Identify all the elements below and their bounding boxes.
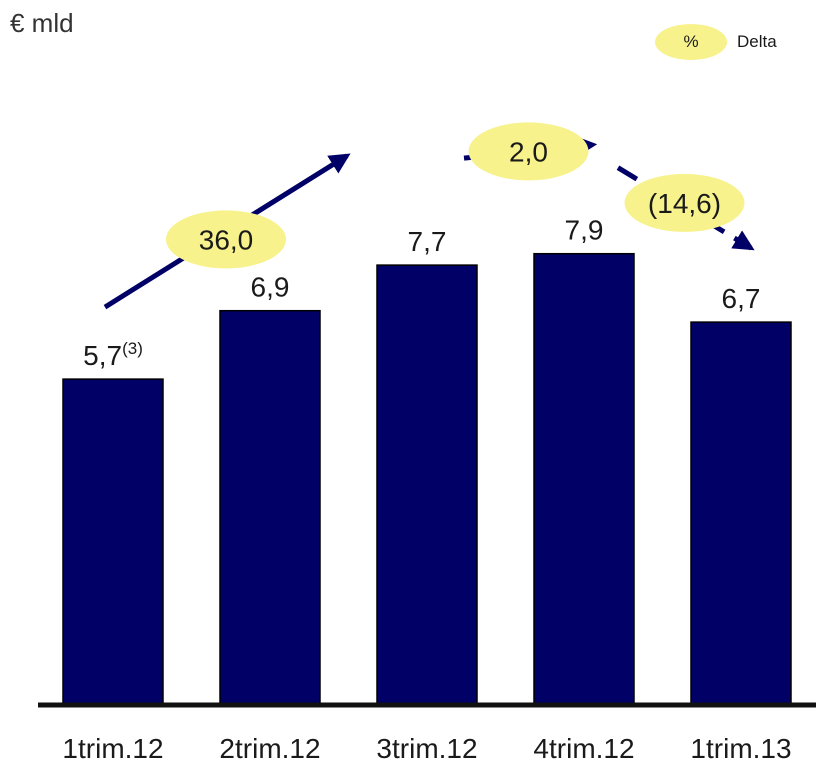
bars: 5,7(3) 6,9 7,7 7,9 6,7 bbox=[62, 215, 792, 705]
bar-2trim.12 bbox=[219, 309, 321, 705]
value-label: 5,7(3) bbox=[83, 339, 143, 371]
x-tick-label: 1trim.12 bbox=[62, 733, 163, 763]
delta-label: 2,0 bbox=[509, 136, 548, 167]
delta-label: 36,0 bbox=[199, 224, 254, 255]
bar-4trim.12 bbox=[533, 252, 635, 705]
value-label: 6,9 bbox=[251, 272, 290, 303]
x-tick-label: 1trim.13 bbox=[690, 733, 791, 763]
x-tick-labels: 1trim.12 2trim.12 3trim.12 4trim.12 1trim.13 bbox=[62, 733, 791, 763]
x-tick-label: 2trim.12 bbox=[219, 733, 320, 763]
delta-bubble bbox=[468, 122, 589, 181]
value-label: 6,7 bbox=[722, 283, 761, 314]
bar-1trim.12 bbox=[62, 378, 164, 705]
delta-bubble bbox=[624, 173, 745, 232]
bar-1trim.13 bbox=[690, 321, 792, 705]
value-label: 7,9 bbox=[565, 215, 604, 246]
value-label: 7,7 bbox=[408, 226, 447, 257]
legend-percent-badge: % bbox=[655, 24, 727, 60]
footnote-marker: (3) bbox=[122, 339, 143, 358]
delta-bubbles: 36,0 2,0 (14,6) bbox=[166, 122, 745, 269]
unit-label: € mld bbox=[10, 8, 74, 38]
x-tick-label: 4trim.12 bbox=[533, 733, 634, 763]
delta-label: (14,6) bbox=[648, 188, 721, 219]
delta-bubble bbox=[166, 210, 286, 269]
bar-3trim.12 bbox=[376, 264, 478, 705]
legend-label: Delta bbox=[737, 32, 777, 51]
x-tick-label: 3trim.12 bbox=[376, 733, 477, 763]
